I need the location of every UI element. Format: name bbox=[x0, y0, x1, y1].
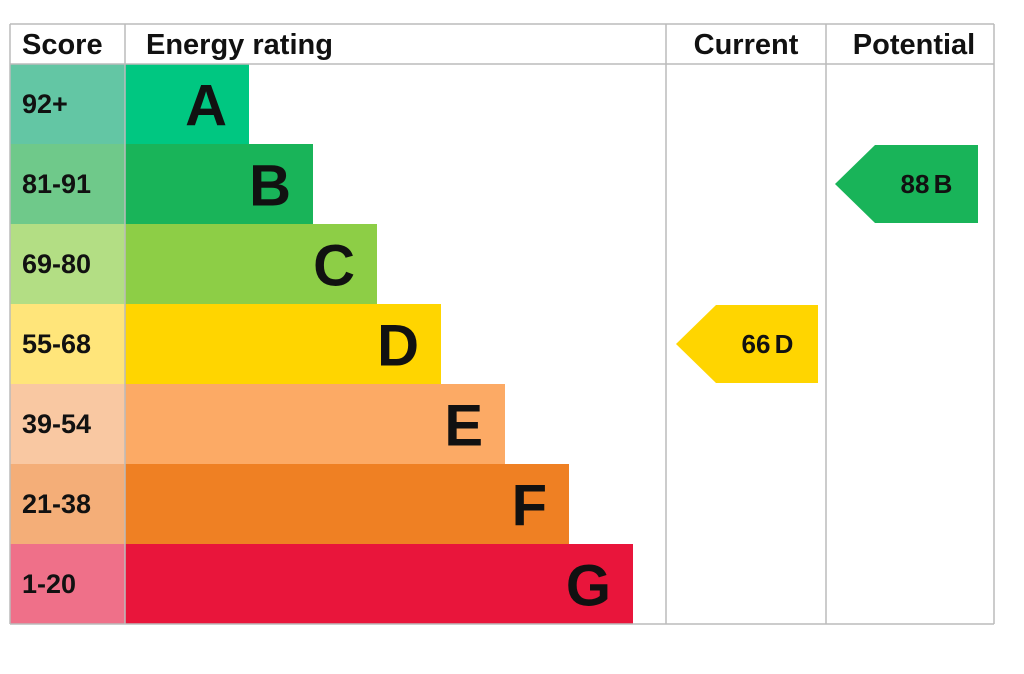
score-cell bbox=[10, 544, 125, 624]
rating-bar bbox=[125, 384, 505, 464]
current-arrow bbox=[676, 305, 818, 383]
potential-arrow bbox=[835, 145, 978, 223]
score-range: 69-80 bbox=[22, 249, 91, 279]
column-header: Score bbox=[22, 29, 103, 61]
score-range: 81-91 bbox=[22, 169, 91, 199]
score-cell bbox=[10, 464, 125, 544]
column-header: Potential bbox=[853, 29, 975, 61]
rating-letter: F bbox=[512, 474, 547, 539]
rating-letter: E bbox=[444, 394, 483, 459]
score-cell bbox=[10, 304, 125, 384]
current-letter: D bbox=[775, 329, 794, 359]
score-cell bbox=[10, 144, 125, 224]
rating-bar bbox=[125, 544, 633, 624]
potential-letter: B bbox=[934, 169, 953, 199]
score-range: 55-68 bbox=[22, 329, 91, 359]
score-range: 92+ bbox=[22, 89, 68, 119]
score-cell bbox=[10, 384, 125, 464]
rating-bar bbox=[125, 64, 249, 144]
column-header: Energy rating bbox=[146, 29, 333, 61]
potential-value: 88 bbox=[901, 169, 930, 199]
rating-letter: B bbox=[249, 154, 291, 219]
rating-letter: D bbox=[377, 314, 419, 379]
column-header: Current bbox=[694, 29, 799, 61]
rating-bar bbox=[125, 224, 377, 304]
score-cell bbox=[10, 64, 125, 144]
score-range: 39-54 bbox=[22, 409, 91, 439]
current-value: 66 bbox=[742, 329, 771, 359]
score-cell bbox=[10, 224, 125, 304]
score-range: 21-38 bbox=[22, 489, 91, 519]
rating-letter: C bbox=[313, 234, 355, 299]
rating-bar bbox=[125, 464, 569, 544]
score-range: 1-20 bbox=[22, 569, 76, 599]
rating-letter: A bbox=[185, 74, 227, 139]
rating-letter: G bbox=[566, 554, 611, 619]
rating-bar bbox=[125, 304, 441, 384]
rating-bar bbox=[125, 144, 313, 224]
